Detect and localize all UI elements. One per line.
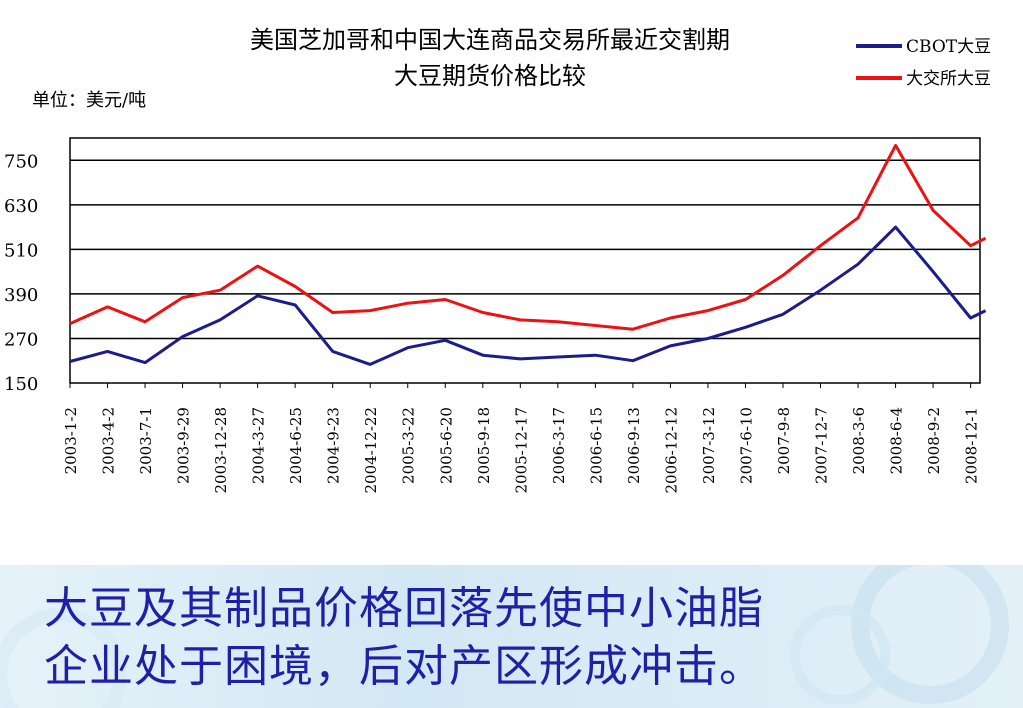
x-tick-label: 2003-7-1: [137, 407, 155, 474]
y-tick-label: 150: [4, 374, 38, 395]
footer-background: [0, 565, 1023, 708]
y-tick-label: 270: [4, 329, 38, 350]
plot-area: 150 270 390 510 630 750 2003-1-2 2003-4-2 2003-7…: [4, 137, 987, 493]
x-tick-label: 2008-6-4: [888, 407, 906, 474]
x-tick-label: 2004-3-27: [250, 407, 268, 484]
legend-label-dce: 大交所大豆: [906, 69, 991, 89]
caption-line-2: 企业处于困境，后对产区形成冲击。: [44, 641, 764, 692]
x-tick-label: 2007-3-12: [700, 407, 718, 484]
plot-frame: [69, 137, 981, 384]
y-tick-label: 510: [4, 240, 38, 261]
series-line-cbot: [69, 225, 987, 366]
unit-label: 单位：美元/吨: [32, 90, 146, 111]
y-tick-label: 630: [4, 196, 38, 217]
x-tick-label: 2007-12-7: [813, 407, 831, 484]
x-tick-label: 2005-9-18: [475, 407, 493, 484]
x-tick-label: 2008-3-6: [850, 407, 868, 474]
y-tick-label: 390: [4, 285, 38, 306]
x-tick-label: 2005-12-17: [512, 407, 530, 493]
x-tick-label: 2005-3-22: [400, 407, 418, 484]
caption: 大豆及其制品价格回落先使中小油脂 企业处于困境，后对产区形成冲击。: [44, 580, 1004, 696]
footer-decoration: [0, 565, 1009, 708]
x-tick-label: 2006-6-15: [587, 407, 605, 484]
x-tick-label: 2003-1-2: [62, 407, 80, 474]
caption-line-1: 大豆及其制品价格回落先使中小油脂: [44, 583, 764, 634]
x-tick-label: 2004-9-23: [325, 407, 343, 484]
x-tick-label: 2007-6-10: [737, 407, 755, 484]
x-tick-label: 2004-12-22: [362, 407, 380, 493]
x-tick-label: 2008-12-1: [963, 407, 981, 484]
legend-label-cbot: CBOT大豆: [906, 37, 991, 57]
x-tick-label: 2008-9-2: [925, 407, 943, 474]
price-comparison-chart: 美国芝加哥和中国大连商品交易所最近交割期 大豆期货价格比较 单位：美元/吨 CB…: [4, 26, 991, 493]
y-tick-label: 750: [4, 151, 38, 172]
x-tick-label: 2003-12-28: [212, 407, 230, 493]
x-tick-label: 2006-9-13: [625, 407, 643, 484]
series-line-dce: [69, 143, 987, 331]
x-tick-label: 2006-3-17: [550, 407, 568, 484]
legend: CBOT大豆 大交所大豆: [856, 37, 991, 89]
x-tick-label: 2004-6-25: [287, 407, 305, 484]
x-tick-label: 2007-9-8: [775, 407, 793, 474]
x-tick-label: 2003-4-2: [100, 407, 118, 474]
chart-title-line-1: 美国芝加哥和中国大连商品交易所最近交割期: [250, 26, 730, 54]
x-tick-label: 2006-12-12: [662, 407, 680, 493]
x-tick-label: 2003-9-29: [175, 407, 193, 484]
x-tick-label: 2005-6-20: [437, 407, 455, 484]
chart-title-line-2: 大豆期货价格比较: [394, 62, 586, 90]
